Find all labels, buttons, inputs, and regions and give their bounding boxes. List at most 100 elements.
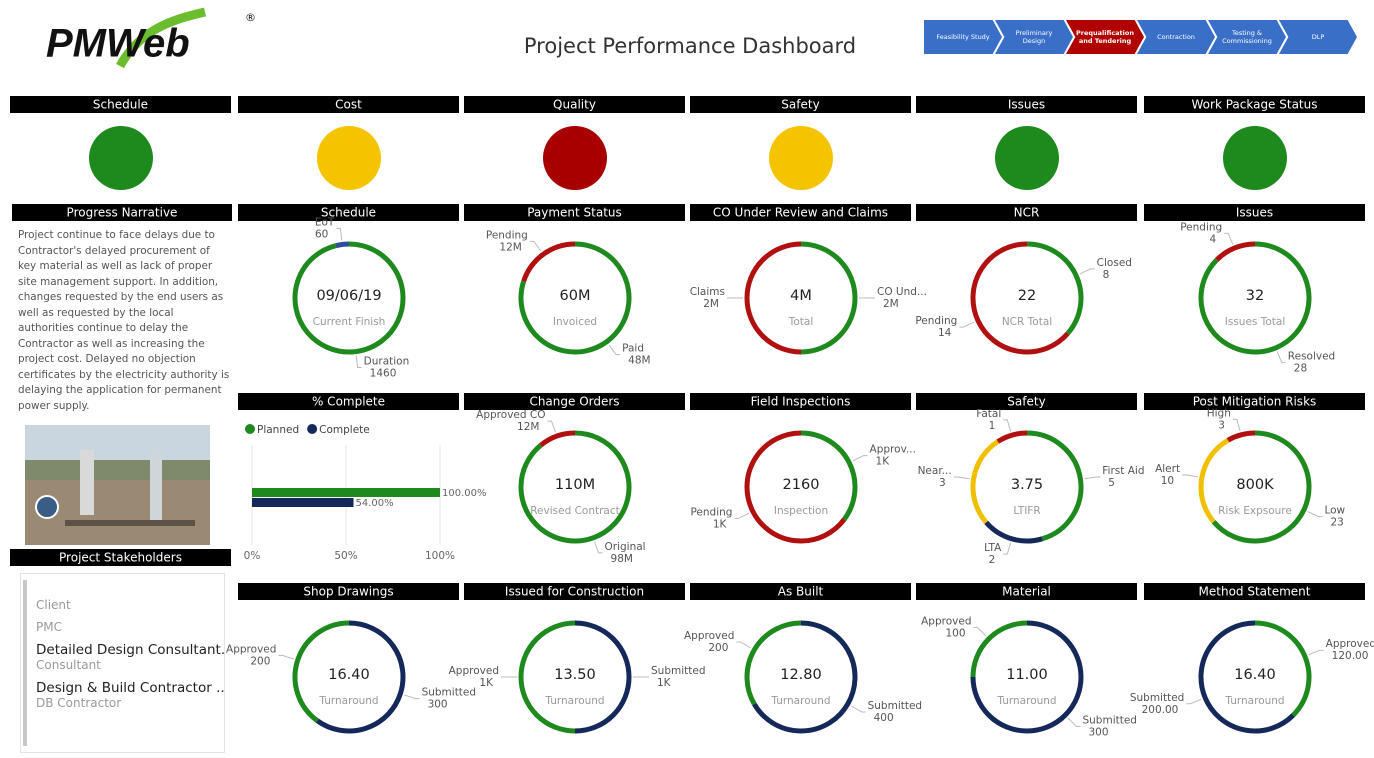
leader-line: [1067, 717, 1081, 727]
segment-value: 200: [250, 655, 270, 667]
section-header: [1144, 583, 1365, 600]
donut-segment: [1215, 241, 1256, 262]
section-title: Work Package Status: [1192, 98, 1318, 112]
section-header: [690, 393, 911, 410]
section-header: [916, 393, 1137, 410]
leader-line: [355, 355, 362, 368]
donut-segment: [1198, 241, 1312, 355]
status-indicator: [1223, 126, 1287, 190]
center-value: 16.40: [1234, 667, 1276, 683]
leader-line: [336, 228, 343, 241]
donut-segment: [744, 430, 847, 544]
donut-segment: [1026, 241, 1084, 335]
leader-line: [850, 705, 866, 713]
stakeholder-role: Consultant: [36, 658, 101, 672]
segment-name: Submitted: [651, 665, 706, 677]
narrative-text: Project continue to face delays due to C…: [18, 229, 230, 412]
stakeholder-role: PMC: [36, 620, 62, 634]
leader-line: [736, 641, 752, 649]
section-title: Material: [1002, 585, 1051, 599]
leader-line: [1308, 649, 1324, 656]
donut-segment: [335, 241, 350, 249]
legend-marker: [307, 424, 318, 434]
section-header: [238, 204, 459, 221]
segment-value: 1K: [713, 518, 728, 530]
section-header: [10, 96, 231, 113]
section-header: [464, 583, 685, 600]
donut-segment: [539, 430, 576, 448]
stakeholder: Design & Build Contractor ... DB Contract…: [36, 680, 224, 710]
segment-name: Duration: [364, 355, 410, 367]
segment-name: EoT: [315, 217, 335, 229]
section-title: Issued for Construction: [505, 585, 644, 599]
center-value: 2160: [783, 477, 820, 493]
section-header: [916, 583, 1137, 600]
segment-name: Approved: [921, 616, 971, 628]
bar: [252, 498, 354, 507]
section-header: [690, 583, 911, 600]
segment-name: Approved: [684, 630, 734, 642]
section-title: Change Orders: [529, 395, 619, 409]
section-title: Cost: [335, 98, 362, 112]
segment-name: CO Und...: [877, 286, 927, 298]
stakeholder-role: Client: [36, 598, 71, 612]
segment-value: 8: [1103, 269, 1110, 281]
section-title: Project Stakeholders: [59, 551, 182, 565]
donut-segment: [574, 620, 632, 734]
section-title: Issues: [1236, 206, 1273, 220]
segment-name: Submitted: [1082, 714, 1137, 726]
donut-segment: [1254, 620, 1312, 717]
section-header: [1144, 393, 1365, 410]
donut-segment: [752, 620, 858, 734]
center-label: Revised Contract: [530, 505, 620, 517]
segment-name: Approved CO: [476, 409, 545, 421]
section-title: % Complete: [312, 395, 385, 409]
stage-step: Contraction: [1137, 20, 1215, 54]
segment-value: 10: [1161, 475, 1174, 487]
leader-line: [594, 541, 603, 554]
leader-line: [529, 240, 542, 252]
leader-line: [1182, 474, 1198, 478]
stage-step: Preliminary Design: [995, 20, 1073, 54]
leader-line: [973, 627, 987, 637]
center-value: 11.00: [1006, 667, 1048, 683]
section-header: [464, 393, 685, 410]
segment-value: 300: [1088, 726, 1108, 738]
stage-step: Feasibility Study: [924, 20, 1002, 54]
leader-line: [852, 455, 868, 462]
segment-name: Fatal: [976, 408, 1001, 420]
leader-line: [1003, 419, 1012, 432]
center-value: 09/06/19: [316, 288, 381, 304]
stakeholder-name: Design & Build Contractor ...: [36, 680, 224, 696]
status-indicator: [995, 126, 1059, 190]
status-indicator: [89, 126, 153, 190]
segment-value: 200.00: [1142, 704, 1179, 716]
center-value: 800K: [1236, 477, 1274, 493]
leader-line: [1276, 351, 1286, 364]
section-title: NCR: [1014, 206, 1040, 220]
segment-name: Original: [605, 541, 646, 553]
segment-value: 2M: [883, 298, 899, 310]
segment-value: 120.00: [1332, 650, 1369, 662]
stakeholder-name: Detailed Design Consultant...: [36, 642, 224, 658]
donut-segment: [292, 241, 406, 355]
segment-value: 1K: [657, 677, 672, 689]
section-title: Schedule: [93, 98, 148, 112]
segment-value: 5: [1108, 477, 1115, 489]
center-value: 3.75: [1011, 477, 1043, 493]
segment-name: Submitted: [868, 700, 923, 712]
center-label: Current Finish: [313, 316, 386, 328]
center-value: 12.80: [780, 667, 822, 683]
value-label: 100.00%: [442, 488, 487, 499]
stakeholder: Client: [36, 598, 224, 612]
legend-marker: [245, 424, 255, 434]
segment-value: 12M: [517, 421, 539, 433]
section-title: Issues: [1008, 98, 1045, 112]
leader-line: [1084, 476, 1101, 480]
leader-line: [959, 321, 975, 328]
segment-value: 1K: [876, 456, 891, 468]
donut-segment: [1026, 430, 1084, 542]
section-header: [12, 204, 232, 221]
